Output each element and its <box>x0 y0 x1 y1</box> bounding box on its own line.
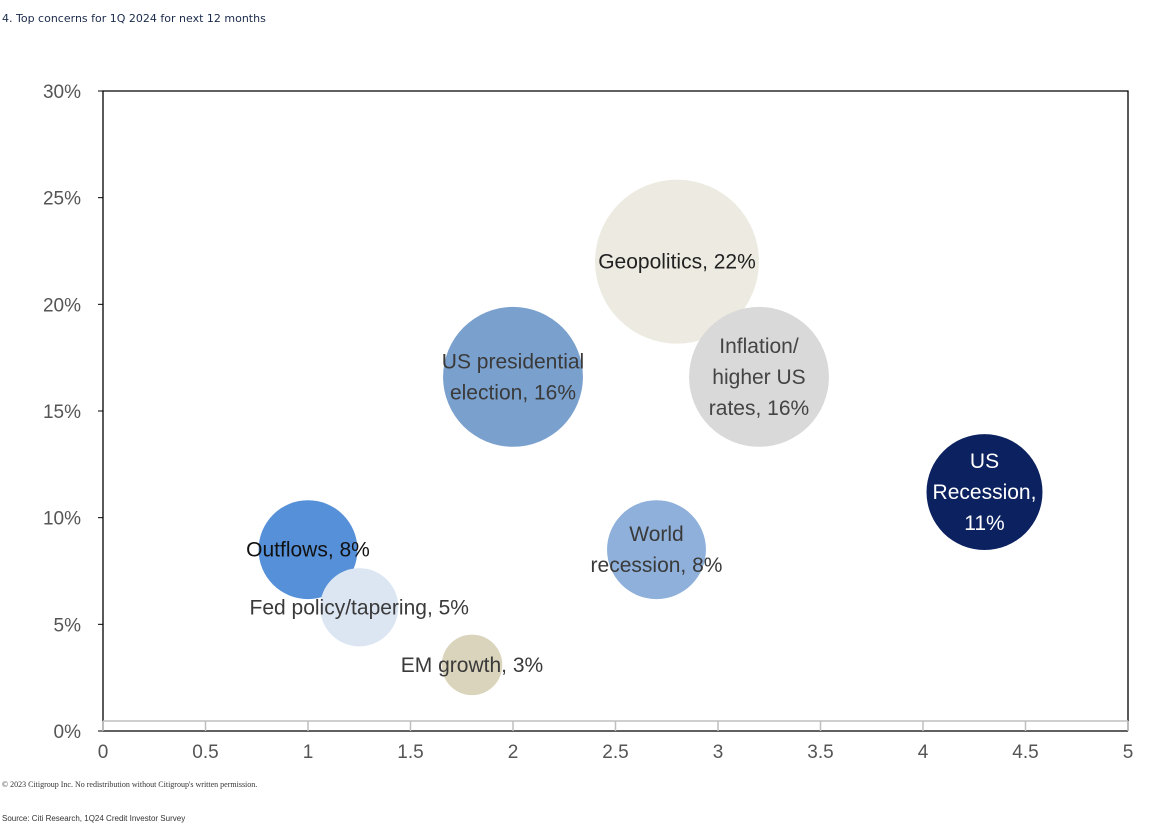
bubble-label-outflows: Outflows, 8% <box>246 539 370 562</box>
x-tick-label: 5 <box>1123 742 1134 763</box>
bubble-world-recession <box>607 500 706 600</box>
bubble-geopolitics <box>595 179 759 344</box>
bubbles-layer <box>258 179 1043 696</box>
y-tick-label: 20% <box>43 295 81 316</box>
x-tick-label: 1 <box>303 742 314 763</box>
x-tick-label: 1.5 <box>397 742 423 763</box>
bubble-label-world-recession: World recession, 8% <box>591 523 723 577</box>
x-tick-label: 4 <box>918 742 929 763</box>
bubble-label-us-recession: US Recession, 11% <box>933 450 1037 535</box>
bubble-us-presidential-election <box>443 306 583 447</box>
y-tick-label: 15% <box>43 402 81 423</box>
plot-frame <box>102 90 1129 731</box>
x-tick-label: 2.5 <box>602 742 628 763</box>
x-tick-label: 2 <box>508 742 519 763</box>
x-tick-label: 0 <box>98 742 109 763</box>
page-title: 4. Top concerns for 1Q 2024 for next 12 … <box>2 12 266 25</box>
bubble-label-fed-policy-tapering: Fed policy/tapering, 5% <box>250 596 469 619</box>
x-tick-label: 4.5 <box>1012 742 1038 763</box>
axes-layer: 0% 5% 10% 15% 20% 25% 30% 0 0.5 1 1.5 2 2.5 3 3.5 4 4.5 5 <box>43 82 1133 763</box>
y-tick-label: 5% <box>54 615 82 636</box>
bubble-us-recession <box>926 434 1043 551</box>
y-tick-label: 0% <box>54 722 82 743</box>
bubble-label-us-presidential-election: US presidential election, 16% <box>442 350 584 404</box>
bubble-label-inflation-higher-us-rates: Inflation/higher US rates, 16% <box>709 335 809 420</box>
y-tick-label: 25% <box>43 189 81 210</box>
x-tick-label: 3 <box>713 742 724 763</box>
x-tick-label: 0.5 <box>192 742 218 763</box>
y-tick-label: 10% <box>43 509 81 530</box>
bubble-label-geopolitics: Geopolitics, 22% <box>598 251 756 274</box>
copyright-notice: © 2023 Citigroup Inc. No redistribution … <box>2 780 258 789</box>
y-tick-label: 30% <box>43 82 81 103</box>
bubble-label-em-growth: EM growth, 3% <box>401 654 543 677</box>
bubble-outflows <box>258 500 358 600</box>
bubble-inflation-higher-us-rates <box>689 306 829 447</box>
bubble-labels-layer: Geopolitics, 22% US presidential election,… <box>246 251 1036 677</box>
bubble-fed-policy-tapering <box>320 568 399 647</box>
bubble-em-growth <box>441 634 503 696</box>
source-note: Source: Citi Research, 1Q24 Credit Inves… <box>2 814 186 823</box>
x-tick-label: 3.5 <box>807 742 833 763</box>
